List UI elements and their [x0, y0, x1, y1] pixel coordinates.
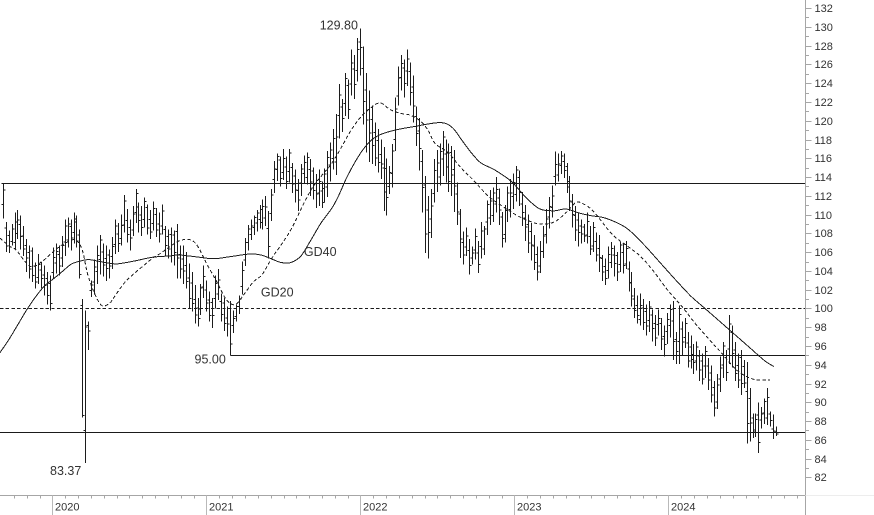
svg-text:2022: 2022: [363, 502, 387, 514]
svg-text:82: 82: [815, 472, 827, 484]
svg-text:GD20: GD20: [261, 286, 294, 300]
svg-text:120: 120: [815, 116, 833, 128]
svg-text:90: 90: [815, 397, 827, 409]
svg-text:84: 84: [815, 454, 827, 466]
svg-text:95.00: 95.00: [195, 352, 226, 366]
svg-text:2024: 2024: [671, 502, 695, 514]
svg-text:102: 102: [815, 285, 833, 297]
svg-text:108: 108: [815, 228, 833, 240]
svg-text:106: 106: [815, 247, 833, 259]
svg-text:110: 110: [815, 210, 833, 222]
svg-text:98: 98: [815, 322, 827, 334]
svg-text:2020: 2020: [55, 502, 79, 514]
svg-text:112: 112: [815, 191, 833, 203]
svg-text:86: 86: [815, 435, 827, 447]
svg-text:94: 94: [815, 360, 827, 372]
svg-text:116: 116: [815, 153, 833, 165]
svg-text:83.37: 83.37: [50, 464, 81, 478]
svg-text:130: 130: [815, 22, 833, 34]
svg-text:118: 118: [815, 135, 833, 147]
svg-text:96: 96: [815, 341, 827, 353]
svg-text:104: 104: [815, 266, 833, 278]
svg-text:100: 100: [815, 303, 833, 315]
svg-text:126: 126: [815, 59, 833, 71]
svg-text:GD40: GD40: [304, 245, 337, 259]
svg-text:2021: 2021: [209, 502, 233, 514]
svg-text:122: 122: [815, 97, 833, 109]
svg-text:92: 92: [815, 379, 827, 391]
svg-text:129.80: 129.80: [320, 18, 358, 32]
svg-text:2023: 2023: [517, 502, 541, 514]
svg-text:124: 124: [815, 78, 833, 90]
svg-text:132: 132: [815, 3, 833, 15]
svg-text:114: 114: [815, 172, 833, 184]
svg-text:128: 128: [815, 41, 833, 53]
svg-text:88: 88: [815, 416, 827, 428]
